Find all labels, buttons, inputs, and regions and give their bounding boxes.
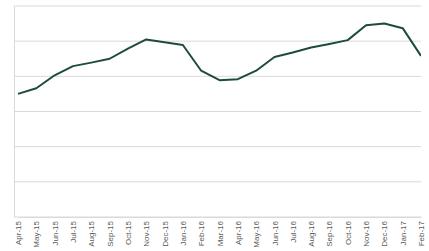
tick-label: Apr-15 [14, 220, 23, 245]
tick-label: May-15 [32, 220, 41, 247]
y-axis [14, 7, 16, 218]
tick-label: Apr-16 [234, 220, 243, 245]
tick: Apr-16 [234, 217, 243, 245]
grid-line [14, 181, 421, 182]
chart: Apr-15 May-15 Jun-15 Jul-15 Aug-15 Sep-15 Oct-… [0, 0, 429, 251]
tick: Oct-15 [124, 217, 133, 245]
tick: Dec-15 [161, 217, 170, 247]
tick: Jul-15 [69, 217, 78, 243]
tick: Apr-15 [14, 217, 23, 245]
tick-label: Feb-17 [417, 220, 426, 246]
tick: Dec-16 [380, 217, 389, 247]
tick-label: Oct-16 [344, 220, 353, 245]
tick-label: Nov-15 [142, 220, 151, 246]
line [18, 24, 421, 94]
tick: Aug-15 [87, 217, 96, 247]
grid [14, 6, 421, 217]
tick: Feb-16 [197, 217, 206, 246]
tick-label: Jul-15 [69, 220, 78, 242]
tick: Jan-17 [399, 217, 408, 245]
tick: Oct-16 [344, 217, 353, 245]
tick: Jan-16 [179, 217, 188, 245]
tick: Aug-16 [307, 217, 316, 247]
tick: Feb-17 [417, 217, 426, 246]
tick-label: Sep-15 [106, 220, 115, 246]
tick-label: Aug-15 [87, 220, 96, 246]
tick-label: Oct-15 [124, 220, 133, 245]
tick: Mar-16 [216, 217, 225, 246]
tick: Jun-15 [51, 217, 60, 245]
tick: May-15 [32, 217, 41, 248]
x-axis: Apr-15 May-15 Jun-15 Jul-15 Aug-15 Sep-15 Oct-… [14, 217, 426, 248]
tick-label: Mar-16 [216, 220, 225, 246]
tick-label: Feb-16 [197, 220, 206, 246]
tick-label: Nov-16 [362, 220, 371, 246]
tick-label: Sep-16 [325, 220, 334, 246]
grid-line [14, 111, 421, 112]
tick: Jun-16 [271, 217, 280, 245]
plot-area [18, 24, 421, 94]
tick-label: Jun-15 [51, 220, 60, 245]
axis-line [19, 217, 422, 218]
tick: Jul-16 [289, 217, 298, 243]
grid-line [14, 217, 421, 218]
axis-line [14, 7, 15, 218]
grid-line [14, 146, 421, 147]
grid-line [14, 41, 421, 42]
tick: Sep-16 [325, 217, 334, 247]
tick: May-16 [252, 217, 261, 248]
tick-label: May-16 [252, 220, 261, 247]
tick-label: Dec-15 [161, 220, 170, 246]
tick-label: Jan-16 [179, 220, 188, 245]
tick: Nov-16 [362, 217, 371, 247]
tick-label: Dec-16 [380, 220, 389, 246]
grid-line [14, 6, 421, 7]
tick: Nov-15 [142, 217, 151, 247]
tick-label: Jan-17 [399, 220, 408, 245]
tick-label: Jul-16 [289, 220, 298, 242]
grid-line [14, 76, 421, 77]
tick-label: Jun-16 [271, 220, 280, 245]
tick-label: Aug-16 [307, 220, 316, 246]
tick: Sep-15 [106, 217, 115, 247]
